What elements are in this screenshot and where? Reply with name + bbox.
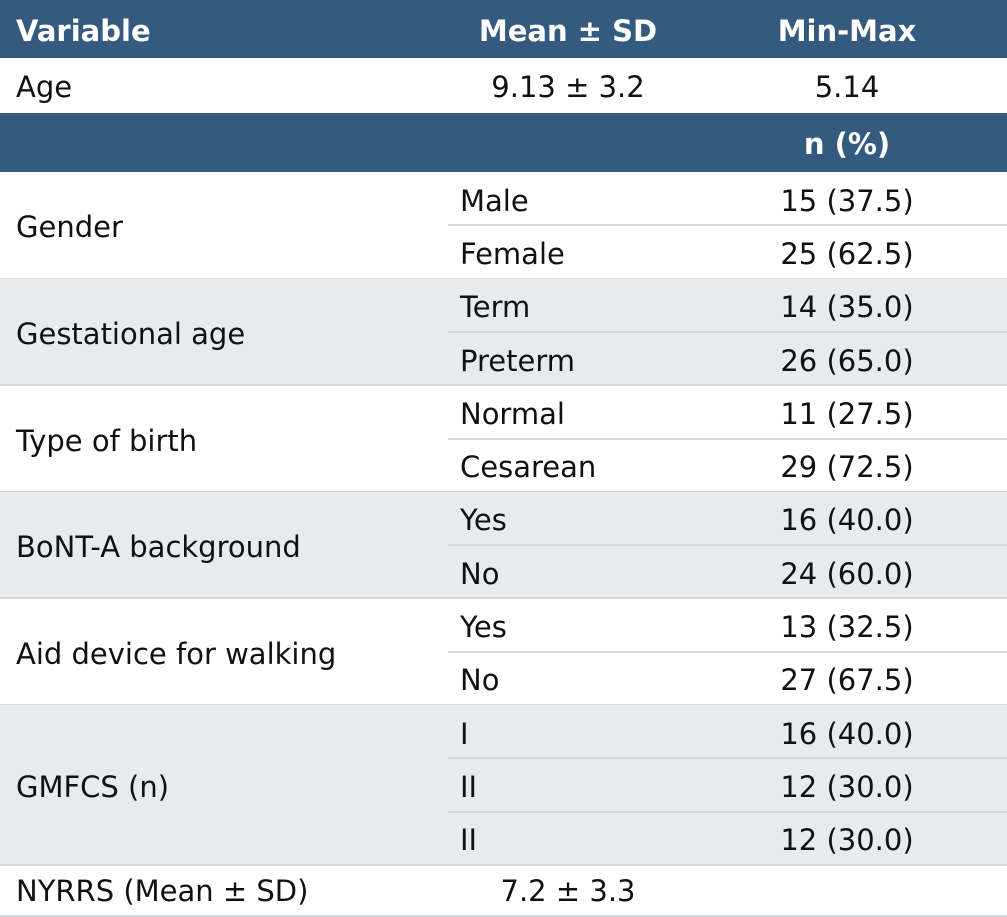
cell: 9.13 ± 3.2 [491, 70, 645, 104]
category: Normal [460, 396, 565, 431]
row-separator [448, 650, 1007, 653]
category: Preterm [460, 343, 575, 378]
header-cell: Variable [16, 14, 151, 48]
category: Male [460, 183, 529, 218]
subheader-cell: n (%) [803, 127, 891, 161]
row-label: Aid device for walking [16, 636, 337, 671]
cell: 5.14 [814, 70, 880, 104]
row-separator [448, 437, 1007, 440]
category: I [460, 716, 469, 751]
row-label: Type of birth [16, 423, 198, 458]
row-separator [448, 810, 1007, 813]
row-label: GMFCS (n) [16, 769, 170, 804]
category: Cesarean [460, 450, 597, 485]
n-pct: 16 (40.0) [780, 716, 914, 751]
header-cell: Mean ± SD [478, 14, 658, 48]
subheader-row [0, 113, 1007, 172]
category: No [460, 663, 500, 698]
cell: 7.2 ± 3.3 [500, 873, 636, 908]
row-separator [448, 224, 1007, 227]
category: Female [460, 236, 565, 271]
n-pct: 24 (60.0) [780, 556, 914, 591]
category: Yes [460, 610, 507, 645]
row-separator [448, 330, 1007, 333]
category: Yes [460, 503, 507, 538]
n-pct: 11 (27.5) [780, 396, 914, 431]
category: No [460, 556, 500, 591]
n-pct: 27 (67.5) [780, 663, 914, 698]
bottom-border [0, 915, 1007, 917]
n-pct: 16 (40.0) [780, 503, 914, 538]
category: II [460, 769, 478, 804]
n-pct: 12 (30.0) [780, 823, 914, 858]
group-separator [0, 863, 1007, 866]
row-label: Gestational age [16, 316, 246, 351]
category: II [460, 823, 478, 858]
n-pct: 15 (37.5) [780, 183, 914, 218]
n-pct: 29 (72.5) [780, 450, 914, 485]
row-label: Age [16, 70, 73, 104]
group-separator [0, 384, 1007, 387]
n-pct: 26 (65.0) [780, 343, 914, 378]
row-separator [448, 544, 1007, 547]
header-cell: Min-Max [777, 14, 917, 48]
group-row [0, 705, 1007, 865]
row-label: Gender [16, 210, 123, 245]
row-label: NYRRS (Mean ± SD) [16, 873, 309, 908]
n-pct: 25 (62.5) [780, 236, 914, 271]
row-separator [448, 757, 1007, 760]
group-separator [0, 597, 1007, 600]
n-pct: 14 (35.0) [780, 290, 914, 325]
header-row [0, 0, 1007, 58]
row-label: BoNT-A background [16, 530, 301, 565]
n-pct: 12 (30.0) [780, 769, 914, 804]
category: Term [460, 290, 531, 325]
n-pct: 13 (32.5) [780, 610, 914, 645]
